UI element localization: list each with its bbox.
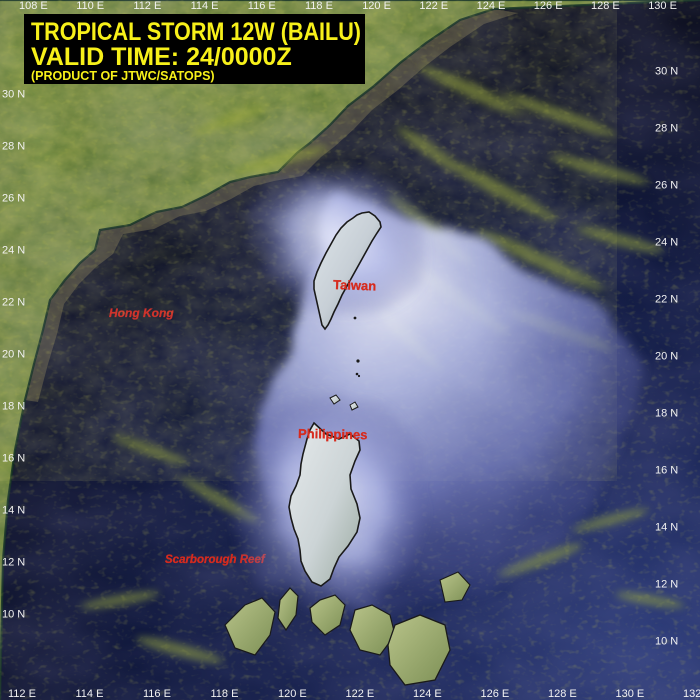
svg-text:10 N: 10 N: [2, 609, 25, 621]
svg-text:126 E: 126 E: [481, 688, 510, 700]
svg-text:114 E: 114 E: [76, 688, 104, 700]
svg-text:128 E: 128 E: [548, 688, 577, 700]
svg-text:22 N: 22 N: [655, 294, 678, 306]
svg-text:128 E: 128 E: [591, 0, 620, 12]
svg-text:26 N: 26 N: [655, 180, 678, 192]
svg-text:120 E: 120 E: [278, 688, 307, 700]
svg-text:124 E: 124 E: [413, 688, 442, 700]
svg-text:110 E: 110 E: [76, 0, 104, 12]
svg-text:16 N: 16 N: [655, 465, 678, 477]
svg-text:20 N: 20 N: [2, 349, 25, 361]
svg-text:28 N: 28 N: [2, 141, 25, 153]
svg-text:120 E: 120 E: [362, 0, 391, 12]
svg-text:24 N: 24 N: [2, 245, 25, 257]
svg-text:12 N: 12 N: [2, 557, 25, 569]
svg-text:26 N: 26 N: [2, 193, 25, 205]
svg-text:22 N: 22 N: [2, 297, 25, 309]
svg-text:30 N: 30 N: [655, 66, 678, 78]
svg-text:116 E: 116 E: [143, 688, 171, 700]
svg-text:130 E: 130 E: [616, 688, 645, 700]
svg-text:124 E: 124 E: [477, 0, 506, 12]
svg-text:28 N: 28 N: [655, 123, 678, 135]
svg-text:118 E: 118 E: [305, 0, 333, 12]
svg-text:16 N: 16 N: [2, 453, 25, 465]
svg-text:10 N: 10 N: [655, 636, 678, 648]
svg-text:12 N: 12 N: [655, 579, 678, 591]
svg-text:122 E: 122 E: [346, 688, 375, 700]
svg-text:126 E: 126 E: [534, 0, 563, 12]
svg-text:14 N: 14 N: [2, 505, 25, 517]
svg-text:122 E: 122 E: [419, 0, 448, 12]
svg-text:108 E: 108 E: [19, 0, 48, 12]
svg-text:30 N: 30 N: [2, 89, 25, 101]
svg-text:24 N: 24 N: [655, 237, 678, 249]
svg-text:112 E: 112 E: [133, 0, 161, 12]
svg-text:130 E: 130 E: [648, 0, 677, 12]
svg-text:18 N: 18 N: [655, 408, 678, 420]
svg-text:118 E: 118 E: [211, 688, 239, 700]
svg-text:132 E: 132 E: [683, 688, 700, 700]
svg-text:18 N: 18 N: [2, 401, 25, 413]
svg-text:14 N: 14 N: [655, 522, 678, 534]
svg-text:114 E: 114 E: [191, 0, 219, 12]
svg-text:20 N: 20 N: [655, 351, 678, 363]
svg-text:116 E: 116 E: [248, 0, 276, 12]
svg-text:112 E: 112 E: [8, 688, 36, 700]
